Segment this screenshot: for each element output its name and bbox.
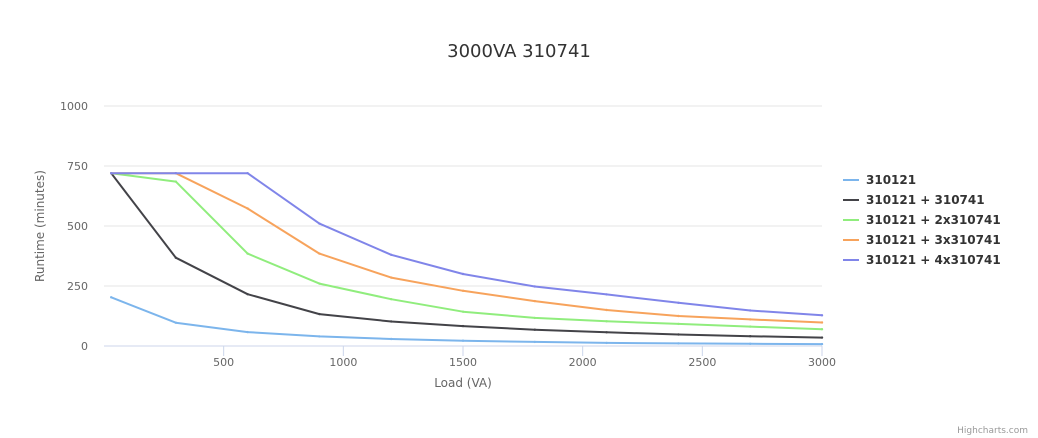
data-point[interactable]: [820, 342, 824, 346]
data-point[interactable]: [174, 256, 177, 259]
y-tick-label: 250: [67, 280, 88, 293]
data-point[interactable]: [318, 282, 321, 285]
data-point[interactable]: [461, 324, 465, 328]
data-point[interactable]: [820, 321, 824, 324]
data-point[interactable]: [749, 318, 752, 321]
data-point[interactable]: [677, 314, 680, 318]
legend-label: 310121 + 4x310741: [866, 253, 1001, 267]
data-point[interactable]: [110, 296, 113, 299]
legend-item[interactable]: 310121 + 3x310741: [843, 233, 1001, 247]
data-point[interactable]: [605, 341, 608, 345]
x-tick-label: 2500: [688, 356, 716, 369]
data-point[interactable]: [318, 252, 321, 255]
data-point[interactable]: [246, 252, 249, 255]
data-point[interactable]: [390, 320, 393, 323]
y-tick-label: 1000: [60, 100, 88, 113]
data-point[interactable]: [533, 340, 536, 344]
y-tick-label: 500: [67, 220, 88, 233]
data-point[interactable]: [533, 299, 536, 303]
data-point[interactable]: [318, 312, 321, 316]
data-point[interactable]: [461, 272, 465, 276]
y-axis-ticks: 0 250 500 750 1000: [60, 100, 88, 353]
data-point[interactable]: [677, 333, 680, 336]
data-point[interactable]: [820, 328, 824, 331]
data-point[interactable]: [605, 331, 608, 334]
data-point[interactable]: [174, 321, 177, 324]
series-1[interactable]: [110, 296, 824, 346]
x-axis-ticks: 500 1000 1500 2000 2500 3000: [213, 346, 836, 369]
legend-item[interactable]: 310121 + 2x310741: [843, 213, 1001, 227]
series-5[interactable]: [110, 172, 824, 317]
y-tick-label: 750: [67, 160, 88, 173]
data-point[interactable]: [390, 276, 393, 279]
x-tick-label: 500: [213, 356, 234, 369]
data-point[interactable]: [246, 172, 249, 175]
data-point[interactable]: [820, 314, 824, 317]
data-point[interactable]: [749, 325, 752, 328]
legend-label: 310121 + 2x310741: [866, 213, 1001, 227]
data-point[interactable]: [318, 335, 321, 338]
data-point[interactable]: [677, 301, 680, 304]
x-axis-label: Load (VA): [434, 376, 492, 390]
series-line[interactable]: [110, 296, 823, 346]
data-point[interactable]: [461, 339, 465, 342]
data-point[interactable]: [749, 335, 752, 338]
credits-link[interactable]: Highcharts.com: [957, 426, 1028, 436]
data-point[interactable]: [605, 308, 608, 312]
x-tick-label: 3000: [808, 356, 836, 369]
data-point[interactable]: [677, 322, 680, 326]
data-point[interactable]: [533, 316, 536, 320]
data-point[interactable]: [533, 285, 536, 288]
legend-label: 310121: [866, 173, 916, 187]
legend[interactable]: 310121 310121 + 310741 310121 + 2x310741 31…: [843, 173, 1001, 267]
data-point[interactable]: [820, 336, 824, 339]
series-group: [110, 172, 824, 346]
data-point[interactable]: [605, 293, 608, 296]
x-tick-label: 2000: [569, 356, 597, 369]
series-2[interactable]: [110, 172, 824, 339]
data-point[interactable]: [461, 310, 465, 313]
data-point[interactable]: [390, 337, 393, 341]
x-tick-label: 1000: [329, 356, 357, 369]
data-point[interactable]: [749, 309, 752, 312]
series-3[interactable]: [110, 172, 824, 331]
y-tick-label: 0: [81, 340, 88, 353]
data-point[interactable]: [246, 293, 249, 296]
series-4[interactable]: [110, 172, 824, 324]
y-axis-label: Runtime (minutes): [33, 170, 47, 282]
x-tick-label: 1500: [449, 356, 477, 369]
data-point[interactable]: [533, 328, 536, 331]
data-point[interactable]: [461, 289, 465, 292]
data-point[interactable]: [246, 207, 249, 210]
data-point[interactable]: [110, 172, 113, 175]
legend-label: 310121 + 3x310741: [866, 233, 1001, 247]
legend-item[interactable]: 310121 + 4x310741: [843, 253, 1001, 267]
data-point[interactable]: [246, 330, 249, 334]
data-point[interactable]: [390, 253, 393, 256]
legend-item[interactable]: 310121 + 310741: [843, 193, 985, 207]
data-point[interactable]: [318, 222, 321, 225]
legend-label: 310121 + 310741: [866, 193, 985, 207]
data-point[interactable]: [749, 342, 752, 345]
data-point[interactable]: [174, 172, 177, 175]
data-point[interactable]: [677, 342, 680, 345]
data-point[interactable]: [605, 320, 608, 323]
grid: [104, 105, 822, 287]
series-line[interactable]: [110, 172, 823, 324]
legend-item[interactable]: 310121: [843, 173, 916, 187]
data-point[interactable]: [390, 298, 393, 301]
chart-title: 3000VA 310741: [447, 41, 591, 62]
data-point[interactable]: [174, 180, 177, 183]
